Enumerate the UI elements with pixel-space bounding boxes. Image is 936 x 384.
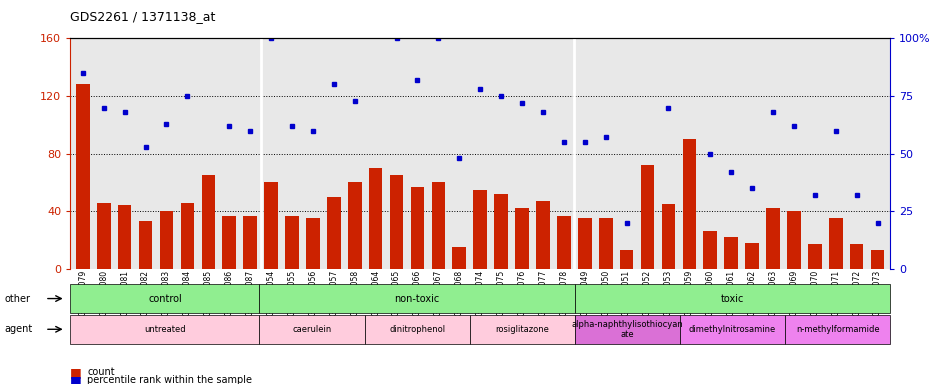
- Text: n-methylformamide: n-methylformamide: [795, 325, 879, 334]
- Bar: [870, 250, 884, 269]
- Text: GDS2261 / 1371138_at: GDS2261 / 1371138_at: [70, 10, 215, 23]
- Text: untreated: untreated: [144, 325, 185, 334]
- Bar: [369, 168, 382, 269]
- Bar: [139, 221, 153, 269]
- Bar: [703, 232, 716, 269]
- Bar: [201, 175, 215, 269]
- Bar: [181, 203, 194, 269]
- Bar: [849, 244, 863, 269]
- Bar: [306, 218, 319, 269]
- Bar: [473, 190, 487, 269]
- Text: ■: ■: [70, 366, 82, 379]
- Bar: [807, 244, 821, 269]
- Text: count: count: [87, 367, 114, 377]
- Bar: [619, 250, 633, 269]
- Bar: [535, 201, 549, 269]
- Text: control: control: [148, 293, 182, 304]
- Bar: [724, 237, 738, 269]
- Bar: [661, 204, 675, 269]
- Text: ■: ■: [70, 374, 82, 384]
- Text: alpha-naphthylisothiocyan
ate: alpha-naphthylisothiocyan ate: [571, 319, 682, 339]
- Text: dimethylnitrosamine: dimethylnitrosamine: [688, 325, 775, 334]
- Bar: [681, 139, 695, 269]
- Bar: [96, 203, 110, 269]
- Text: percentile rank within the sample: percentile rank within the sample: [87, 375, 252, 384]
- Bar: [494, 194, 507, 269]
- Bar: [327, 197, 341, 269]
- Bar: [410, 187, 424, 269]
- Text: caerulein: caerulein: [292, 325, 331, 334]
- Text: dinitrophenol: dinitrophenol: [388, 325, 445, 334]
- Text: toxic: toxic: [720, 293, 743, 304]
- Bar: [285, 215, 299, 269]
- Bar: [744, 243, 758, 269]
- Text: other: other: [5, 293, 31, 304]
- Bar: [640, 165, 653, 269]
- Bar: [76, 84, 90, 269]
- Bar: [452, 247, 465, 269]
- Bar: [786, 211, 800, 269]
- Bar: [828, 218, 841, 269]
- Text: rosiglitazone: rosiglitazone: [495, 325, 548, 334]
- Bar: [515, 209, 528, 269]
- Text: non-toxic: non-toxic: [394, 293, 439, 304]
- Bar: [578, 218, 591, 269]
- Bar: [557, 215, 570, 269]
- Bar: [389, 175, 402, 269]
- Bar: [222, 215, 236, 269]
- Bar: [598, 218, 612, 269]
- Bar: [766, 209, 779, 269]
- Bar: [347, 182, 361, 269]
- Bar: [159, 211, 173, 269]
- Text: agent: agent: [5, 324, 33, 334]
- Bar: [243, 215, 256, 269]
- Bar: [264, 182, 278, 269]
- Bar: [118, 205, 131, 269]
- Bar: [431, 182, 445, 269]
